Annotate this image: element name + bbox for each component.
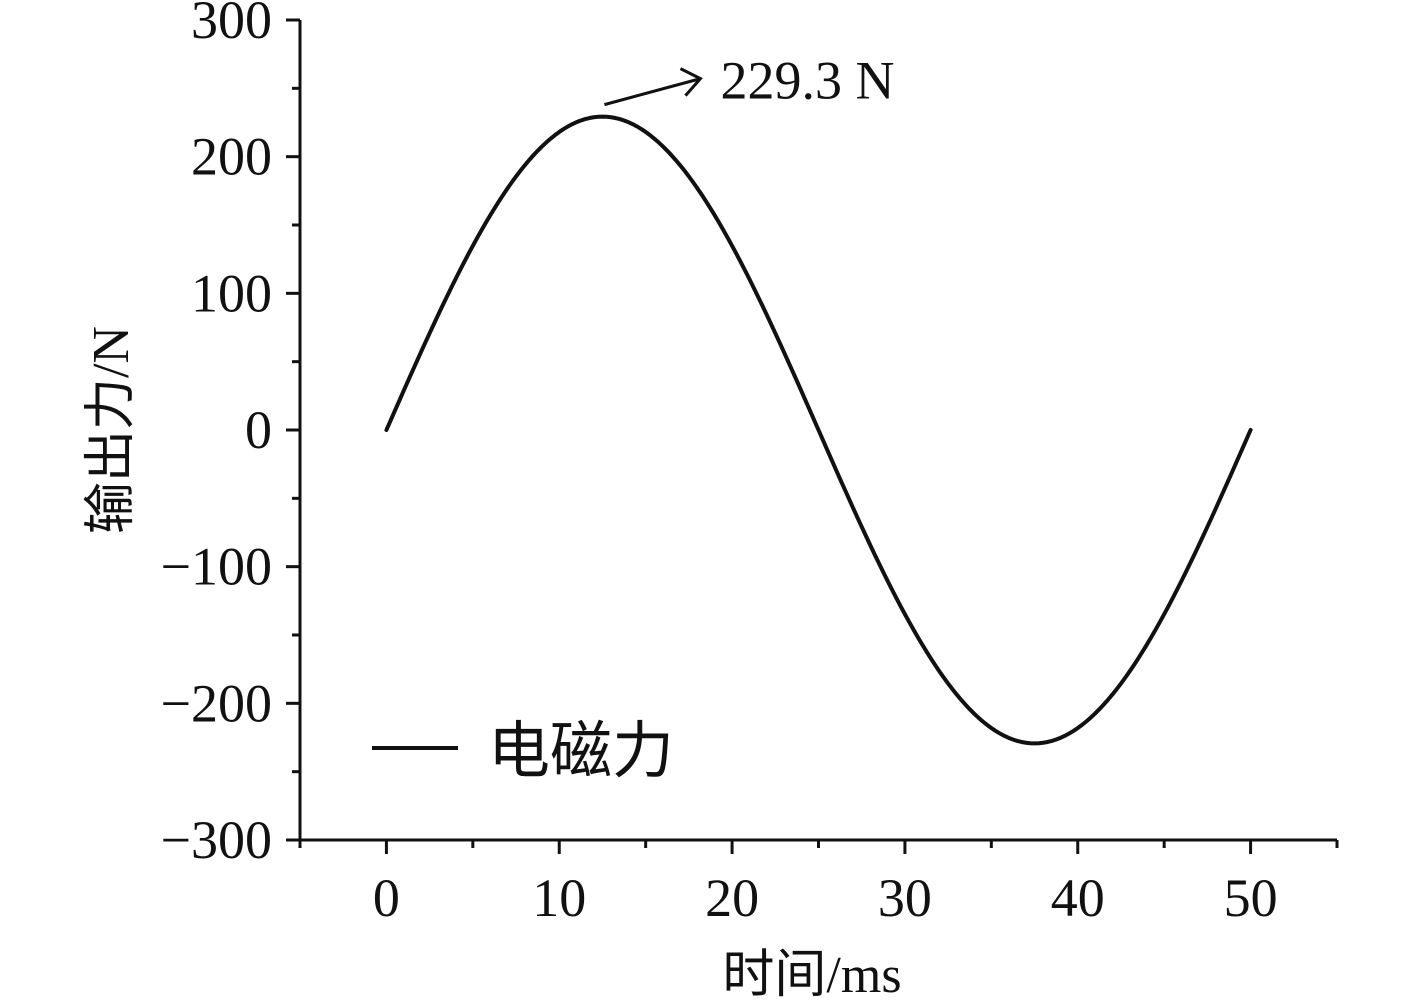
annotation-arrow xyxy=(604,77,701,107)
legend-label: 电磁力 xyxy=(488,718,674,786)
legend: 电磁力 xyxy=(372,718,674,786)
annotation-arrowhead xyxy=(679,67,703,97)
y-tick-label: 300 xyxy=(191,0,272,50)
series-line-electromagnetic-force xyxy=(384,114,1253,746)
annotation: 229.3 N xyxy=(604,51,894,111)
y-tick-label: 100 xyxy=(191,263,272,323)
series-layer xyxy=(384,114,1253,746)
x-ticks: 0 10 20 30 40 50 xyxy=(298,840,1339,928)
y-tick-label: −100 xyxy=(161,537,272,597)
y-ticks: 300 200 100 0 −100 −200 −300 xyxy=(161,0,300,870)
y-tick-label: 0 xyxy=(245,400,272,460)
x-tick-label: 0 xyxy=(373,868,400,928)
y-tick-label: −200 xyxy=(161,673,272,733)
x-tick-label: 30 xyxy=(878,868,932,928)
y-tick-label: −300 xyxy=(161,810,272,870)
x-tick-label: 40 xyxy=(1051,868,1105,928)
y-tick-label: 200 xyxy=(191,127,272,187)
x-tick-label: 10 xyxy=(532,868,586,928)
x-tick-label: 20 xyxy=(705,868,759,928)
annotation-label: 229.3 N xyxy=(720,51,894,111)
y-axis-title: 输出力/N xyxy=(83,326,140,534)
x-tick-label: 50 xyxy=(1224,868,1278,928)
x-axis-title: 时间/ms xyxy=(722,947,901,1001)
